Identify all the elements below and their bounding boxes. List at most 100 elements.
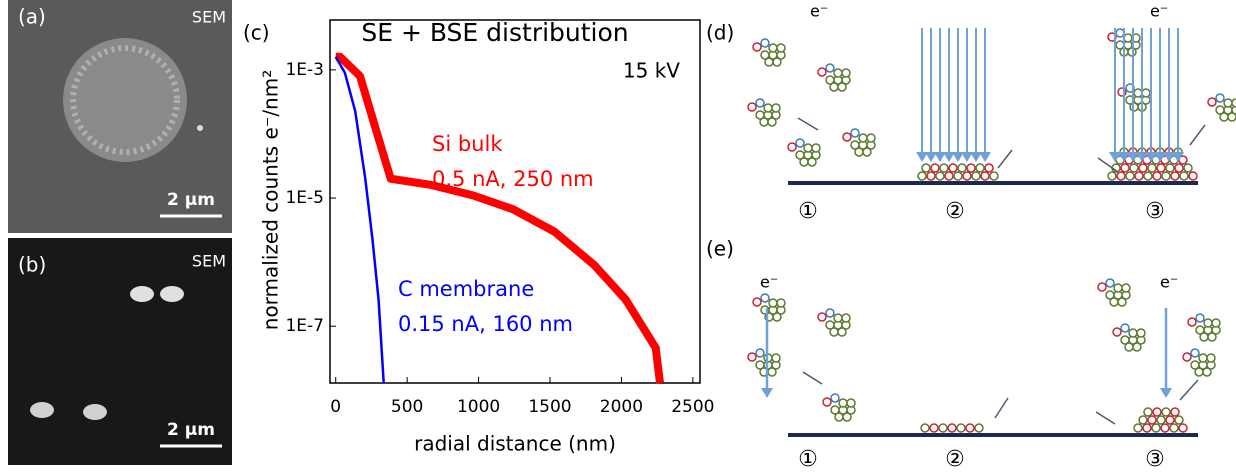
atom	[747, 352, 757, 362]
atom	[759, 117, 769, 127]
motion-arrow	[797, 117, 819, 131]
atom	[1109, 297, 1119, 307]
atom	[799, 157, 809, 167]
electron-label: e⁻	[810, 2, 828, 21]
atom	[939, 163, 949, 173]
atom	[948, 163, 958, 173]
motion-arrow	[997, 149, 1013, 169]
atom	[833, 313, 843, 323]
atom	[752, 42, 762, 52]
series-line	[335, 52, 664, 384]
y-tick-label: 1E-3	[285, 60, 324, 80]
sem-disk	[63, 38, 187, 162]
atom	[811, 143, 821, 153]
step: ①	[798, 199, 818, 224]
atom	[1174, 163, 1184, 173]
sem-ring	[70, 45, 180, 155]
atom	[1215, 93, 1225, 103]
electron-head	[961, 152, 973, 162]
atom	[1147, 415, 1157, 425]
atom	[755, 348, 765, 358]
motion-arrow	[1095, 411, 1116, 425]
atom	[1112, 327, 1122, 337]
atom	[795, 138, 805, 148]
atom	[767, 367, 777, 377]
atom	[1227, 112, 1236, 122]
atom	[1115, 28, 1125, 38]
electron-head	[1172, 152, 1184, 162]
electron-label: e⁻	[1160, 273, 1178, 292]
atom	[1132, 342, 1142, 352]
atom	[1179, 171, 1189, 181]
atom	[858, 133, 868, 143]
atom	[803, 143, 813, 153]
atom	[772, 57, 782, 67]
atom	[1143, 171, 1153, 181]
electron-head	[1109, 152, 1121, 162]
atom	[1124, 342, 1134, 352]
motion-arrow	[1097, 157, 1119, 173]
atom	[1120, 323, 1130, 333]
atom	[1133, 88, 1143, 98]
atom	[1105, 278, 1115, 288]
atom	[841, 313, 851, 323]
atom	[1152, 171, 1162, 181]
atom	[1161, 407, 1171, 417]
atom	[1170, 171, 1180, 181]
atom	[866, 133, 876, 143]
atom	[1174, 415, 1184, 425]
atom	[829, 327, 839, 337]
atom	[834, 412, 844, 422]
atom	[1169, 423, 1179, 433]
atom	[929, 423, 939, 433]
atom	[1134, 171, 1144, 181]
electron-head	[916, 152, 928, 162]
motion-arrow	[994, 397, 1009, 419]
atom	[1156, 163, 1166, 173]
atom	[1120, 163, 1130, 173]
atom	[825, 308, 835, 318]
sem-spot	[83, 404, 107, 420]
atom	[1188, 171, 1198, 181]
panel-label: (d)	[706, 21, 734, 45]
atom	[975, 163, 985, 173]
atom	[971, 171, 981, 181]
y-tick-label: 1E-5	[285, 188, 324, 208]
annotation: 15 kV	[623, 59, 680, 83]
atom	[1147, 163, 1157, 173]
atom	[772, 312, 782, 322]
x-tick-label: 0	[330, 397, 341, 417]
atom	[842, 132, 852, 142]
y-tick-label: 1E-7	[285, 316, 324, 336]
atom	[965, 423, 975, 433]
step: ①	[798, 447, 818, 472]
annotation: 0.15 nA, 160 nm	[398, 312, 573, 336]
electron-head	[934, 152, 946, 162]
atom	[1143, 407, 1153, 417]
atom	[760, 293, 770, 303]
atom	[935, 171, 945, 181]
x-axis-label: radial distance (nm)	[414, 432, 616, 456]
atom	[1199, 332, 1209, 342]
step: ③	[1145, 447, 1165, 472]
atom	[1152, 407, 1162, 417]
panel-label: (e)	[706, 237, 734, 261]
atom	[825, 63, 835, 73]
annotation: 0.5 nA, 250 nm	[432, 167, 594, 191]
atom	[862, 147, 872, 157]
atom	[938, 423, 948, 433]
atom	[1219, 112, 1229, 122]
atom	[752, 297, 762, 307]
atom	[830, 393, 840, 403]
atom	[1182, 352, 1192, 362]
atom	[1231, 98, 1236, 108]
atom	[956, 423, 966, 433]
electron-label: e⁻	[1150, 2, 1168, 21]
electron-head	[1127, 152, 1139, 162]
atom	[1195, 313, 1205, 323]
atom	[850, 128, 860, 138]
atom	[1207, 97, 1217, 107]
step: ③	[1145, 199, 1165, 224]
electron-head	[1160, 388, 1172, 398]
